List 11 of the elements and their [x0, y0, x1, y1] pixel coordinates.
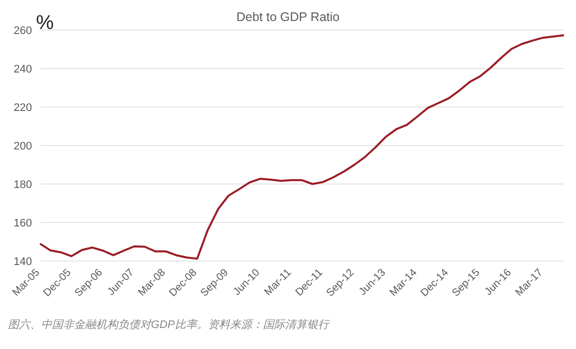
text: 图六、中国非金融机构负债对GDP比率。资料来源：国际清算银行	[8, 318, 331, 332]
chart-title: Debt to GDP Ratio	[236, 10, 340, 24]
y-axis-title: %	[36, 12, 54, 35]
y-tick-label: 180	[14, 178, 32, 191]
y-tick-label: 140	[14, 256, 32, 268]
y-tick-label: 220	[14, 102, 32, 114]
y-tick-label: 160	[14, 217, 32, 230]
y-tick-label: 240	[14, 63, 32, 76]
y-tick-label: 260	[14, 24, 32, 37]
line-series	[39, 34, 565, 260]
y-tick-label: 200	[14, 140, 32, 152]
